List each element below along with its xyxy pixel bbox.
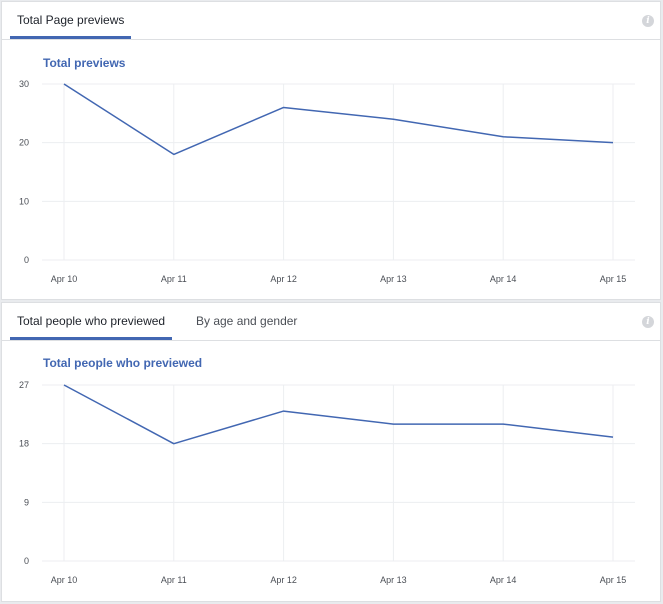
data-point[interactable] bbox=[60, 80, 68, 88]
tab-total-page-previews[interactable]: Total Page previews bbox=[10, 2, 132, 39]
x-tick-label: Apr 15 bbox=[600, 274, 627, 284]
y-tick-label: 0 bbox=[24, 255, 29, 265]
chart-title: Total previews bbox=[43, 56, 126, 70]
y-tick-label: 18 bbox=[19, 439, 29, 449]
x-tick-label: Apr 14 bbox=[490, 274, 517, 284]
tab-bar: Total Page previews i bbox=[2, 2, 660, 40]
data-point[interactable] bbox=[170, 150, 178, 158]
total-page-previews-card: Total Page previews i Total previews 0 10… bbox=[1, 1, 661, 300]
total-people-previewed-chart: 0 9 18 27 Apr 10 Apr 11 Apr 12 Apr 13 Apr 14 Apr … bbox=[19, 380, 635, 585]
y-tick-label: 27 bbox=[19, 380, 29, 390]
x-tick-label: Apr 14 bbox=[490, 575, 517, 585]
x-tick-label: Apr 15 bbox=[600, 575, 627, 585]
x-tick-label: Apr 11 bbox=[161, 274, 187, 284]
x-tick-label: Apr 10 bbox=[51, 274, 78, 284]
x-tick-label: Apr 12 bbox=[270, 575, 297, 585]
x-tick-label: Apr 13 bbox=[380, 274, 407, 284]
tab-by-age-and-gender[interactable]: By age and gender bbox=[196, 314, 298, 328]
y-tick-label: 30 bbox=[19, 79, 29, 89]
data-point[interactable] bbox=[499, 420, 507, 428]
y-tick-label: 20 bbox=[19, 138, 29, 148]
y-tick-label: 0 bbox=[24, 556, 29, 566]
total-previews-chart: 0 10 20 30 Apr 10 Apr 11 Apr 12 Apr 13 Apr 14 Apr… bbox=[19, 79, 635, 284]
info-icon[interactable]: i bbox=[642, 15, 654, 27]
data-point[interactable] bbox=[499, 133, 507, 141]
y-tick-label: 10 bbox=[19, 196, 29, 206]
x-tick-label: Apr 10 bbox=[51, 575, 78, 585]
chart-title: Total people who previewed bbox=[43, 356, 203, 370]
data-point[interactable] bbox=[60, 381, 68, 389]
tab-total-people-who-previewed[interactable]: Total people who previewed bbox=[10, 303, 173, 340]
data-point[interactable] bbox=[280, 103, 288, 111]
total-people-previewed-card: Total people who previewed By age and ge… bbox=[1, 302, 661, 602]
x-tick-label: Apr 12 bbox=[270, 274, 297, 284]
series-line bbox=[63, 83, 614, 156]
x-tick-label: Apr 11 bbox=[161, 575, 187, 585]
info-icon[interactable]: i bbox=[642, 316, 654, 328]
tab-bar: Total people who previewed By age and ge… bbox=[2, 303, 660, 341]
data-point[interactable] bbox=[280, 407, 288, 415]
data-point[interactable] bbox=[389, 115, 397, 123]
y-tick-label: 9 bbox=[24, 497, 29, 507]
series-line bbox=[63, 384, 614, 445]
data-point[interactable] bbox=[609, 433, 617, 441]
data-point[interactable] bbox=[609, 139, 617, 147]
x-tick-label: Apr 13 bbox=[380, 575, 407, 585]
data-point[interactable] bbox=[389, 420, 397, 428]
data-point[interactable] bbox=[170, 440, 178, 448]
